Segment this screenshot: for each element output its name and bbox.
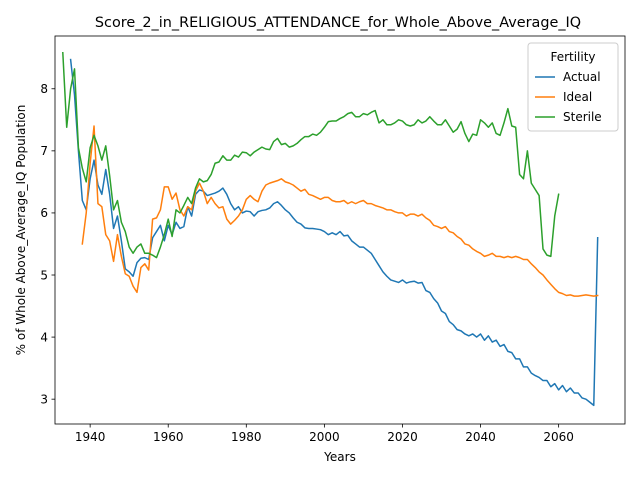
series-line-sterile	[62, 51, 560, 259]
series-layer	[62, 51, 599, 407]
legend-entries: Actual Ideal Sterile	[535, 70, 602, 124]
x-tick-label-2020: 2020	[387, 430, 418, 444]
y-tick-label-8: 8	[40, 82, 48, 96]
legend-title: Fertility	[550, 50, 595, 64]
legend-label-sterile: Sterile	[563, 110, 602, 124]
x-axis-label: Years	[323, 450, 356, 464]
x-tick-label-1940: 1940	[75, 430, 106, 444]
plot-frame	[54, 35, 626, 425]
y-tick-label-3: 3	[40, 392, 48, 406]
y-tick-label-5: 5	[40, 268, 48, 282]
x-axis: 1940 1960 1980 2000 2020 2040 2060	[75, 424, 574, 444]
y-tick-label-4: 4	[40, 330, 48, 344]
y-tick-label-7: 7	[40, 144, 48, 158]
legend-label-ideal: Ideal	[563, 90, 592, 104]
y-tick-label-6: 6	[40, 206, 48, 220]
series-line-actual	[69, 58, 599, 407]
x-tick-label-1960: 1960	[153, 430, 184, 444]
legend-frame	[527, 42, 619, 132]
y-axis: 3 4 5 6 7 8	[40, 82, 55, 406]
x-tick-label-2060: 2060	[543, 430, 574, 444]
chart-title: Score_2_in_RELIGIOUS_ATTENDANCE_for_Whol…	[95, 15, 581, 31]
x-tick-label-2000: 2000	[309, 430, 340, 444]
y-axis-label: % of Whole Above_Average_IQ Population	[14, 105, 28, 356]
legend: Fertility Actual Ideal Sterile	[527, 42, 619, 132]
x-tick-label-2040: 2040	[465, 430, 496, 444]
legend-label-actual: Actual	[563, 70, 601, 84]
series-line-ideal	[81, 125, 599, 297]
x-tick-label-1980: 1980	[231, 430, 262, 444]
